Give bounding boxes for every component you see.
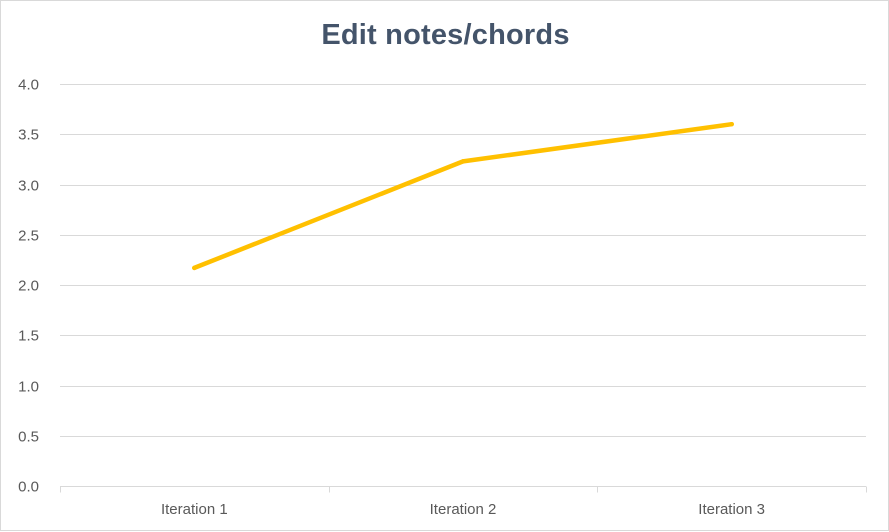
chart-title: Edit notes/chords [321, 19, 570, 51]
y-tick-label: 4.0 [18, 77, 39, 94]
x-axis-tick-labels: Iteration 1 Iteration 2 Iteration 3 [161, 501, 765, 518]
x-tick-label: Iteration 3 [698, 501, 765, 518]
series-line [192, 121, 734, 271]
data-point [192, 265, 197, 271]
data-point [460, 159, 466, 164]
y-tick-label: 3.0 [18, 178, 39, 195]
y-axis-tick-labels: 0.0 0.5 1.0 1.5 2.0 2.5 3.0 3.5 4.0 [18, 77, 39, 496]
gridlines [60, 84, 866, 437]
y-tick-label: 1.5 [18, 328, 39, 345]
y-tick-label: 1.0 [18, 379, 39, 396]
series-layer [192, 121, 734, 271]
x-tick-label: Iteration 1 [161, 501, 228, 518]
y-tick-label: 2.0 [18, 278, 39, 295]
x-axis [60, 486, 867, 493]
y-tick-label: 2.5 [18, 228, 39, 245]
y-tick-label: 0.5 [18, 429, 39, 446]
data-point [729, 122, 734, 127]
y-tick-label: 3.5 [18, 127, 39, 144]
y-tick-label: 0.0 [18, 479, 39, 496]
x-tick-label: Iteration 2 [430, 501, 497, 518]
